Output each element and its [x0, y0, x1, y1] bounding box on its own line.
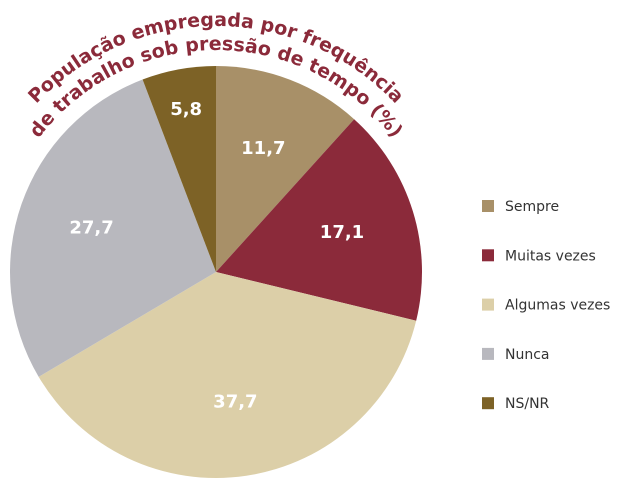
- value-label: 37,7: [213, 391, 257, 412]
- pie-slice: [142, 66, 216, 272]
- pie-slice: [10, 79, 217, 377]
- legend-label: Algumas vezes: [505, 298, 610, 314]
- value-label: 27,7: [69, 218, 113, 239]
- legend-swatch: [482, 347, 494, 360]
- legend-label: NS/NR: [505, 396, 550, 412]
- legend-swatch: [482, 298, 494, 311]
- value-label: 17,1: [320, 222, 364, 243]
- pie-slice: [216, 66, 355, 272]
- value-label: 5,8: [170, 99, 202, 120]
- legend-label: Nunca: [505, 347, 550, 363]
- legend-label: Muitas vezes: [505, 248, 596, 264]
- value-label: 11,7: [241, 138, 285, 159]
- pie-slice: [38, 272, 417, 479]
- pie-slice: [216, 119, 422, 321]
- legend-swatch: [482, 200, 494, 212]
- legend-label: Sempre: [505, 199, 559, 215]
- legend-swatch: [482, 397, 494, 410]
- legend-swatch: [482, 249, 494, 262]
